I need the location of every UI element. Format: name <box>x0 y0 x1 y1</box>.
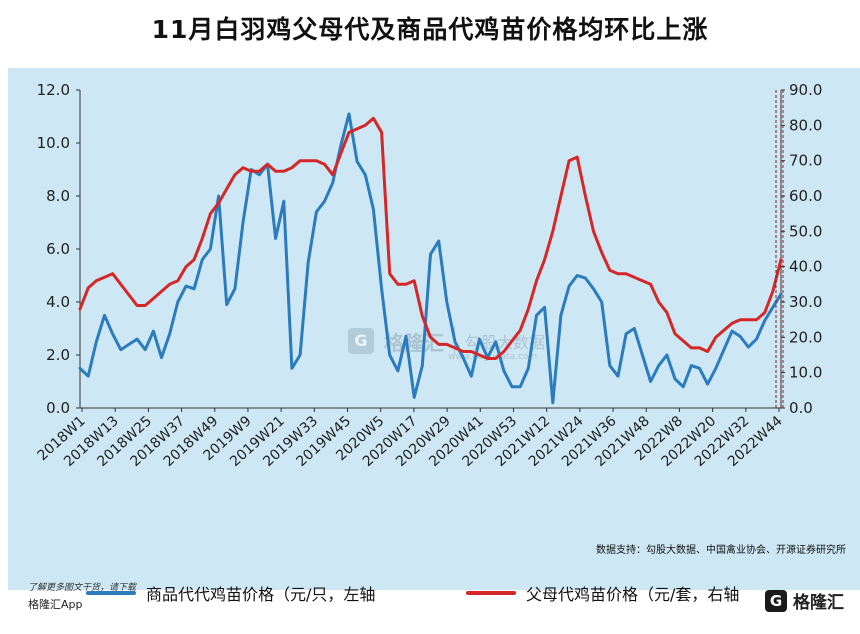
y-right-tick-label: 50.0 <box>789 222 822 240</box>
line-chart: 0.0 2.0 4.0 6.0 8.0 10.0 12.0 0.0 10.0 20.0 30.0 40… <box>35 81 823 470</box>
y-right-tick-label: 60.0 <box>789 187 822 205</box>
legend: 商品代代鸡苗价格（元/只，左轴 父母代鸡苗价格（元/套，右轴 <box>16 578 860 608</box>
series-line-commercial <box>78 112 783 405</box>
legend-swatch-red <box>466 591 516 595</box>
watermark-logo-icon: G <box>348 328 374 354</box>
brand-logo: G 格隆汇 <box>765 588 844 613</box>
y-left-tick-label: 12.0 <box>37 81 70 99</box>
logo-text: 格隆汇 <box>793 593 844 613</box>
y-left-tick-label: 6.0 <box>46 240 70 258</box>
y-right-tick-label: 40.0 <box>789 258 822 276</box>
y-left-tick-label: 8.0 <box>46 187 70 205</box>
y-right-tick-label: 80.0 <box>789 116 822 134</box>
footer-app-name: 格隆汇App <box>28 598 83 611</box>
logo-icon: G <box>765 589 787 612</box>
y-right-tick-label: 90.0 <box>789 81 822 99</box>
watermark-site: 勾股大数据 <box>465 333 546 352</box>
legend-label-left: 商品代代鸡苗价格（元/只，左轴 <box>146 585 376 604</box>
y-right-tick-label: 70.0 <box>789 152 822 170</box>
footer-note: 了解更多图文干货，请下载 <box>28 583 137 593</box>
legend-swatch-blue <box>86 591 136 595</box>
legend-item-left-series: 商品代代鸡苗价格（元/只，左轴 <box>86 578 375 608</box>
y-left-tick-label: 4.0 <box>46 293 70 311</box>
y-left-tick-label: 0.0 <box>46 399 70 417</box>
y-left-tick-label: 10.0 <box>37 134 70 152</box>
y-right-tick-label: 30.0 <box>789 293 822 311</box>
y-right-tick-label: 10.0 <box>789 364 822 382</box>
chart-area: G 格隆汇 勾股大数据 www.gogudata.com 0.0 2.0 4.0 6.… <box>8 68 860 604</box>
series-line-parent-stock <box>78 116 783 360</box>
legend-label-right: 父母代鸡苗价格（元/套，右轴 <box>526 585 740 604</box>
y-left-tick-label: 2.0 <box>46 346 70 364</box>
legend-item-right-series: 父母代鸡苗价格（元/套，右轴 <box>466 578 739 608</box>
y-right-tick-label: 0.0 <box>789 399 813 417</box>
chart-title: 11月白羽鸡父母代及商品代鸡苗价格均环比上涨 <box>151 15 709 44</box>
y-right-tick-label: 20.0 <box>789 328 822 346</box>
data-source: 数据支持：勾股大数据、中国禽业协会、开源证券研究所 <box>596 545 846 556</box>
watermark-brand: 格隆汇 <box>384 330 444 355</box>
